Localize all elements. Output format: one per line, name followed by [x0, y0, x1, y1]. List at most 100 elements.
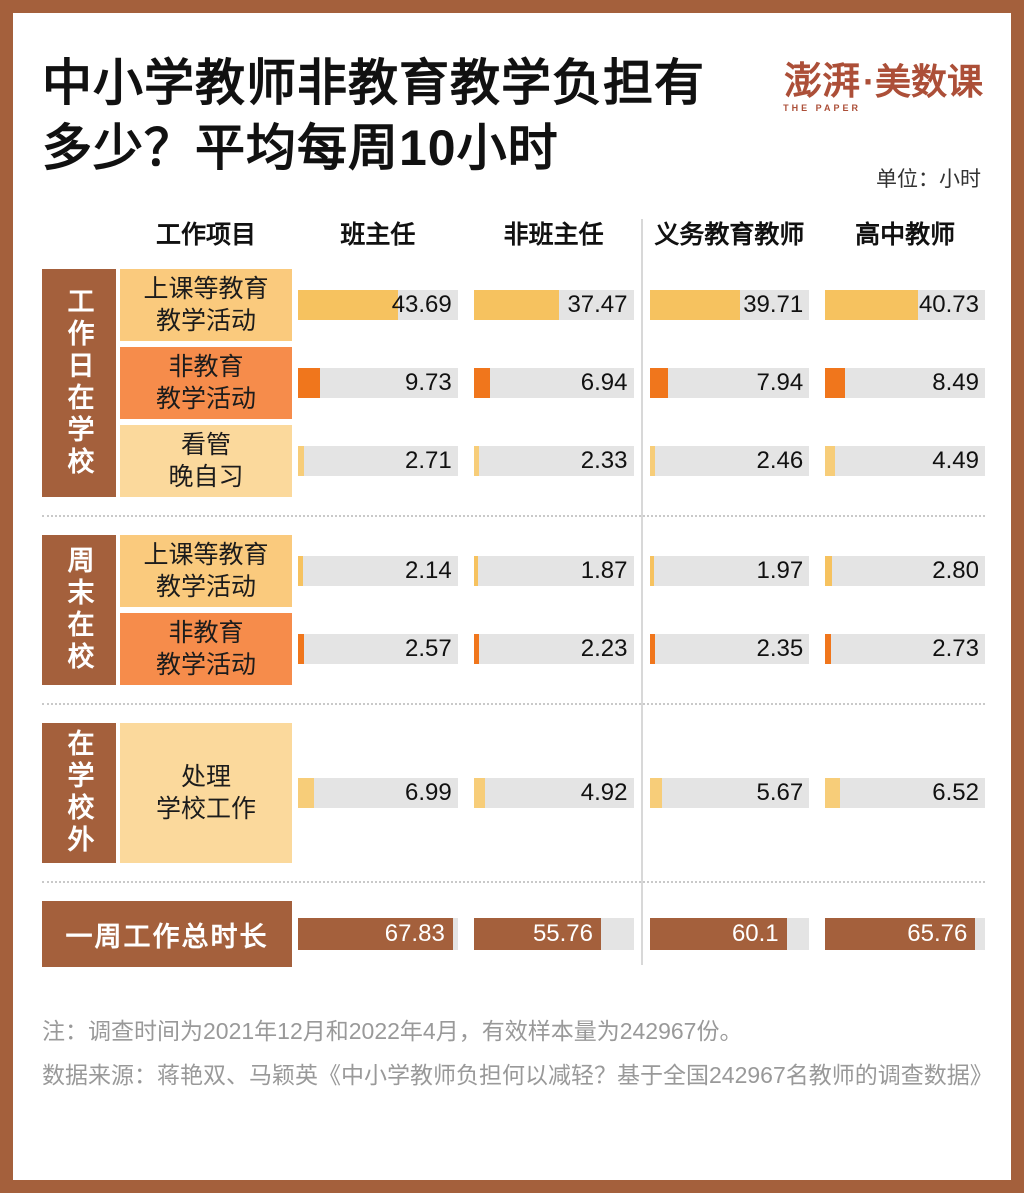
bar-value: 6.94: [580, 369, 628, 396]
bar-track: 4.49: [825, 446, 985, 476]
bar-fill: [298, 634, 304, 664]
row-item-label: 非教育 教学活动: [120, 347, 292, 419]
title-line-2: 多少？平均每周10小时: [42, 120, 559, 176]
bar-fill: [649, 778, 663, 808]
bar-fill: [298, 556, 303, 586]
header: 中小学教师非教育教学负担有 多少？平均每周10小时 澎湃 THE PAPER ·…: [42, 51, 985, 191]
group-label: 周末在校: [42, 535, 116, 685]
row-group: 周末在校 上课等教育 教学活动 2.14 1.87 1.97 2.80 非教育 教学活动 2.57…: [42, 535, 985, 685]
row-item-label-line: 晚自习: [168, 463, 244, 491]
bar-value: 67.83: [384, 920, 445, 947]
bar-fill: [649, 446, 656, 476]
bar-track: 40.73: [825, 290, 985, 320]
bar-track: 4.92: [473, 778, 634, 808]
brand-logo-main: 澎湃: [784, 61, 861, 103]
footnotes: 注：调查时间为2021年12月和2022年4月，有效样本量为242967份。 数…: [42, 1013, 993, 1095]
table-row: 非教育教学活动 2.57 2.23 2.35 2.73: [120, 613, 985, 685]
bar-fill: [649, 290, 741, 320]
row-item-label-line: 学校工作: [155, 795, 256, 823]
bar-track: 37.47: [473, 290, 634, 320]
row-item-label: 非教育 教学活动: [120, 613, 292, 685]
bar-value: 2.35: [756, 635, 804, 662]
bar-fill: [473, 556, 478, 586]
bar-cell: 60.1: [649, 918, 810, 950]
bar-cell: 2.73: [825, 634, 985, 664]
total-row-label: 一周工作总时长: [42, 901, 292, 967]
dotted-separator: [42, 515, 985, 517]
table-row: 上课等教育 教学活动 43.69 37.47 39.71 40.73: [120, 269, 985, 341]
page-title: 中小学教师非教育教学负担有 多少？平均每周10小时: [42, 51, 985, 181]
bar-cell: 5.67: [649, 778, 810, 808]
unit-label: 单位：小时: [876, 168, 981, 191]
bar-fill: 55.76: [473, 918, 601, 950]
bar-fill: [825, 446, 836, 476]
bar-fill: [298, 778, 314, 808]
brand-logo: 澎湃 THE PAPER ·美数课: [783, 63, 983, 113]
row-cells: 9.73 6.94 7.94 8.49: [298, 347, 985, 419]
bar-cell: 2.46: [649, 446, 810, 476]
bar-fill: [825, 634, 832, 664]
bar-track: 6.52: [825, 778, 985, 808]
row-cells: 6.99 4.92 5.67 6.52: [298, 723, 985, 863]
dotted-separator: [42, 703, 985, 705]
column-header-1: 非班主任: [503, 221, 604, 249]
bar-cell: 2.71: [298, 446, 458, 476]
bar-fill: [825, 778, 841, 808]
bar-value: 40.73: [918, 291, 979, 318]
bar-cell: 2.23: [473, 634, 634, 664]
bar-track: 1.87: [473, 556, 634, 586]
brand-logo-subtitle: THE PAPER: [783, 103, 861, 113]
bar-track: 2.35: [649, 634, 810, 664]
row-item-label-line: 上课等教育: [143, 274, 269, 303]
footnote-source: 数据来源：蒋艳双、马颖英《中小学教师负担何以减轻？基于全国242967名教师的调…: [42, 1061, 993, 1088]
bar-track: 2.71: [298, 446, 458, 476]
bar-value: 55.76: [532, 920, 593, 947]
column-header-0: 班主任: [340, 221, 416, 249]
group-label: 工作日在学校: [42, 269, 116, 497]
bar-fill: [473, 778, 485, 808]
bar-fill: [825, 290, 919, 320]
bar-value: 5.67: [756, 779, 804, 806]
bar-fill: [825, 556, 832, 586]
total-row: 一周工作总时长 67.83 55.76 60.1 65.76: [42, 901, 985, 967]
group-rows: 处理 学校工作 6.99 4.92 5.67 6.52: [120, 723, 985, 863]
column-header-3: 高中教师: [855, 221, 956, 249]
bar-cell: 6.52: [825, 778, 985, 808]
bar-value: 2.23: [580, 635, 628, 662]
bar-cell: 55.76: [473, 918, 634, 950]
bar-fill: [473, 368, 490, 398]
bar-track: 9.73: [298, 368, 458, 398]
table-body: 工作日在学校 上课等教育 教学活动 43.69 37.47 39.71 40.73 非教育 教学…: [42, 269, 985, 883]
bar-cell: 39.71: [649, 290, 810, 320]
bar-fill: [649, 634, 655, 664]
bar-cell: 4.92: [473, 778, 634, 808]
bar-cell: 6.94: [473, 368, 634, 398]
row-item-label-line: 教学活动: [155, 651, 256, 679]
bar-track: 6.94: [473, 368, 634, 398]
row-item-label-line: 教学活动: [155, 385, 256, 413]
row-item-label-line: 处理: [180, 762, 231, 791]
bar-fill: [473, 446, 480, 476]
row-cells: 2.14 1.87 1.97 2.80: [298, 535, 985, 607]
bar-cell: 8.49: [825, 368, 985, 398]
row-cells: 2.71 2.33 2.46 4.49: [298, 425, 985, 497]
bar-track: 5.67: [649, 778, 810, 808]
bar-value: 8.49: [932, 369, 979, 396]
bar-value: 2.46: [756, 447, 804, 474]
brand-logo-suffix: ·美数课: [863, 61, 983, 102]
bar-cell: 65.76: [825, 918, 985, 950]
row-item-label-line: 非教育: [168, 352, 244, 381]
bar-fill: [825, 368, 845, 398]
bar-value: 2.57: [405, 635, 452, 662]
bar-value: 9.73: [405, 369, 452, 396]
bar-fill: 60.1: [649, 918, 787, 950]
bar-cell: 7.94: [649, 368, 810, 398]
brand-logo-mark: 澎湃 THE PAPER: [783, 63, 861, 113]
bar-track: 39.71: [649, 290, 810, 320]
bar-value: 1.97: [756, 557, 804, 584]
total-row-cells: 67.83 55.76 60.1 65.76: [298, 901, 985, 967]
row-item-label-line: 非教育: [168, 618, 244, 647]
bar-track: 2.73: [825, 634, 985, 664]
row-group: 工作日在学校 上课等教育 教学活动 43.69 37.47 39.71 40.73 非教育 教学…: [42, 269, 985, 497]
